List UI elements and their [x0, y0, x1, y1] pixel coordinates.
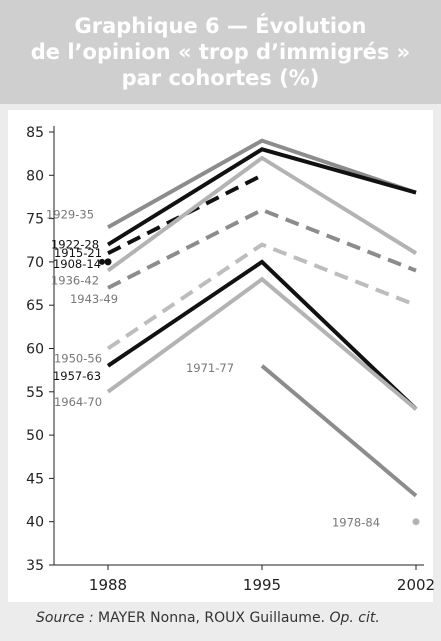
series-label-1964-70: 1964-70 [54, 395, 102, 409]
y-tick-label: 85 [26, 125, 44, 141]
series-line-1929-35 [107, 138, 417, 230]
series-label-1943-49: 1943-49 [70, 292, 118, 306]
title-line-1: Graphique 6 — Évolution [74, 14, 367, 38]
y-tick-label: 35 [26, 558, 44, 574]
source-note: Source : MAYER Nonna, ROUX Guillaume. Op… [36, 610, 380, 626]
series-point-1978-84 [412, 518, 420, 526]
y-tick-label: 65 [26, 298, 44, 314]
series-label-1978-84: 1978-84 [332, 516, 380, 530]
y-tick-label: 60 [26, 342, 44, 358]
series-label-1950-56: 1950-56 [54, 352, 102, 366]
y-tick-label: 50 [26, 428, 44, 444]
series-label-1922-28: 1922-28 [51, 238, 99, 252]
x-tick-label: 1988 [89, 576, 127, 594]
x-tick-label: 2002 [397, 576, 435, 594]
series-line-1971-77 [260, 364, 418, 498]
x-tick-label: 1995 [243, 576, 281, 594]
series-label-1908-14: 1908-14 [53, 257, 101, 271]
y-tick-label: 45 [26, 471, 44, 487]
series-label-1971-77: 1971-77 [186, 361, 234, 375]
series-line-1950-56 [106, 242, 417, 351]
axes: 35 40 45 50 55 60 65 70 75 80 85 1988 1995 2002 [26, 125, 435, 594]
y-tick-label: 80 [26, 168, 44, 184]
series-line-1943-49 [107, 207, 417, 290]
y-tick-label: 40 [26, 515, 44, 531]
series-label-1936-42: 1936-42 [51, 274, 99, 288]
title-line-2: de l’opinion « trop d’immigrés » [30, 40, 411, 64]
series-point-1908-14-marker [99, 258, 105, 265]
series-label-1915-21: 1915-21 [54, 246, 102, 260]
source-ref: Op. cit. [329, 610, 380, 626]
title-line-3: par cohortes (%) [121, 66, 320, 90]
series-label-1957-63: 1957-63 [53, 369, 101, 383]
series-line-1936-42 [106, 155, 418, 273]
series-line-1922-28 [106, 147, 417, 247]
source-authors: MAYER Nonna, ROUX Guillaume. [98, 610, 326, 626]
y-tick-label: 75 [26, 212, 44, 228]
y-tick-label: 70 [26, 255, 44, 271]
series-lines [104, 138, 420, 526]
series-line-1964-70 [106, 276, 418, 411]
series-label-1929-35: 1929-35 [46, 207, 94, 221]
source-label: Source : [36, 610, 94, 626]
chart-title: Graphique 6 — Évolution de l’opinion « t… [0, 0, 441, 104]
series-line-1915-21 [107, 173, 263, 256]
y-tick-label: 55 [26, 385, 44, 401]
series-point-1908-14 [104, 258, 112, 266]
series-line-1957-63 [106, 259, 418, 411]
